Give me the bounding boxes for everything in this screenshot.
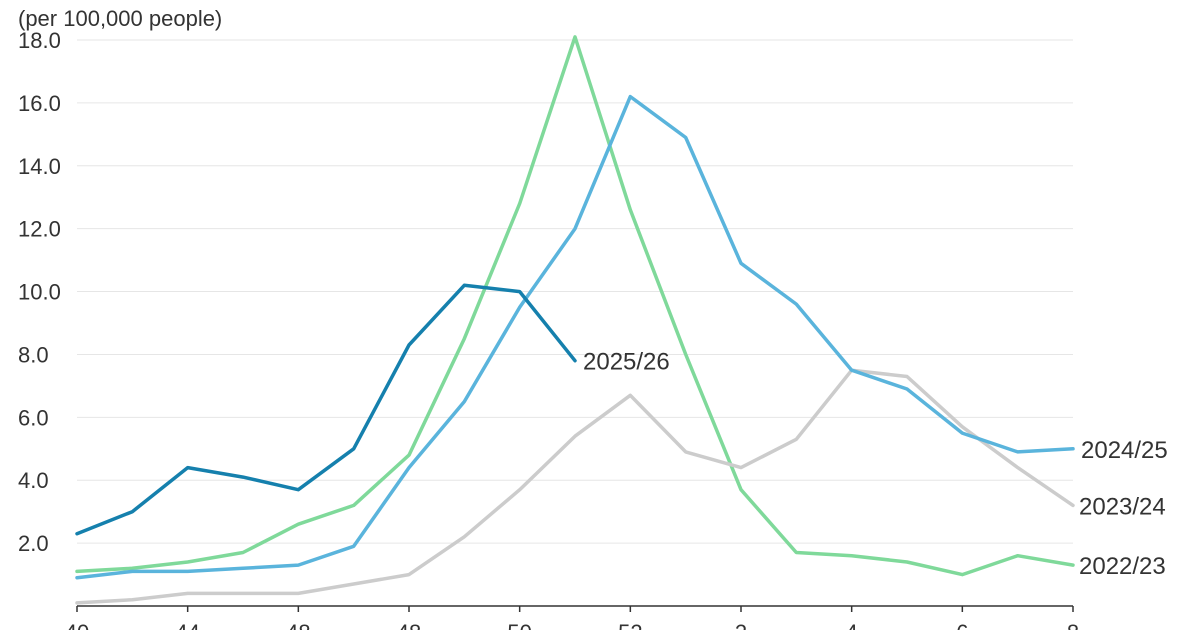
x-tick-label: 6 bbox=[956, 620, 968, 630]
series-label: 2023/24 bbox=[1079, 493, 1166, 520]
y-tick-label: 16.0 bbox=[18, 91, 61, 116]
series-line-2025-26 bbox=[75, 283, 577, 536]
y-axis-ticks: 2.0 4.0 6.0 8.0 10.0 12.0 14.0 16.0 18.0 bbox=[18, 28, 61, 556]
y-tick-label: 6.0 bbox=[18, 405, 49, 430]
y-tick-label: 14.0 bbox=[18, 154, 61, 179]
series-lines bbox=[75, 35, 1075, 605]
x-tick-label: 52 bbox=[618, 620, 642, 630]
y-tick-label: 8.0 bbox=[18, 342, 49, 367]
gridlines bbox=[77, 39, 1073, 544]
x-tick-label: 8 bbox=[1067, 620, 1079, 630]
series-line-2024-25 bbox=[75, 94, 1075, 580]
x-tick-label: 2 bbox=[735, 620, 747, 630]
x-tick-label: 40 bbox=[65, 620, 89, 630]
y-tick-label: 18.0 bbox=[18, 28, 61, 53]
series-label: 2022/23 bbox=[1079, 553, 1166, 580]
x-axis-ticks: 40 44 48 48 50 52 2 4 6 8 bbox=[65, 606, 1079, 630]
series-labels: 2022/23 2023/24 2024/25 2025/26 bbox=[583, 349, 1168, 580]
y-axis-unit-label: (per 100,000 people) bbox=[18, 6, 222, 31]
series-line-2023-24 bbox=[75, 368, 1075, 605]
y-tick-label: 4.0 bbox=[18, 468, 49, 493]
y-tick-label: 2.0 bbox=[18, 531, 49, 556]
x-tick-label: 48 bbox=[286, 620, 310, 630]
series-line-2022-23 bbox=[75, 35, 1075, 577]
x-tick-label: 48 bbox=[397, 620, 421, 630]
x-tick-label: 44 bbox=[175, 620, 199, 630]
series-label: 2025/26 bbox=[583, 349, 670, 376]
y-tick-label: 10.0 bbox=[18, 280, 61, 305]
x-tick-label: 50 bbox=[507, 620, 531, 630]
y-tick-label: 12.0 bbox=[18, 217, 61, 242]
x-tick-label: 4 bbox=[846, 620, 858, 630]
series-label: 2024/25 bbox=[1081, 437, 1168, 464]
